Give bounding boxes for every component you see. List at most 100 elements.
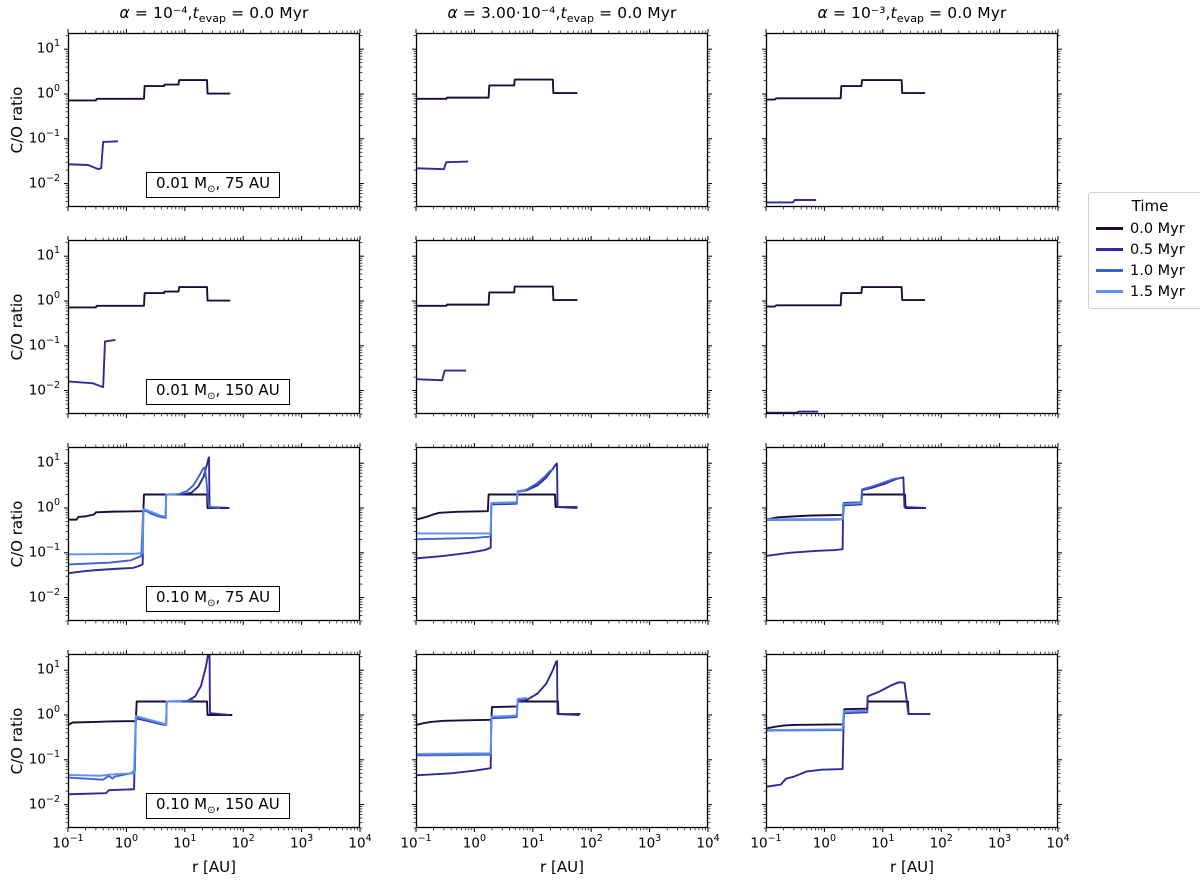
plot-canvas: [762, 650, 1062, 832]
series-line-0.5-Myr: [68, 339, 116, 388]
x-tick-label: 102: [231, 833, 255, 852]
panel-r1c3: [762, 29, 1062, 211]
x-tick-label: 102: [579, 833, 603, 852]
legend-entry: 1.5 Myr: [1096, 281, 1200, 302]
series-line-1.5-Myr: [416, 697, 528, 755]
series-line-1.0-Myr: [68, 699, 194, 781]
plot-canvas: [762, 443, 1062, 625]
series-line-0.0-Myr: [416, 285, 578, 307]
x-tick-label: 10−1: [52, 833, 84, 852]
series-line-1.5-Myr: [68, 493, 176, 556]
row-label-box: 0.10 M⊙, 75 AU: [146, 586, 281, 612]
col-title-alpha-1e-3: α = 10⁻³,tevap = 0.0 Myr: [817, 4, 1007, 26]
series-line-0.5-Myr: [766, 199, 817, 204]
series-line-1.5-Myr: [766, 709, 868, 732]
y-tick-label: 10−2: [28, 586, 60, 606]
x-tick-label: 103: [987, 833, 1012, 852]
legend-line-swatch: [1096, 248, 1123, 251]
series-line-0.5-Myr: [766, 681, 930, 788]
series-line-1.0-Myr: [416, 468, 554, 541]
series-line-0.0-Myr: [766, 700, 931, 730]
plot-canvas: [412, 236, 712, 418]
panel-r3c2: [412, 443, 712, 625]
plot-canvas: [412, 29, 712, 211]
x-tick-label: 101: [871, 833, 895, 852]
series-line-0.0-Myr: [766, 493, 927, 521]
legend-entry: 0.5 Myr: [1096, 239, 1200, 260]
title-alpha-symbol: α: [817, 4, 828, 22]
series-line-0.0-Myr: [68, 286, 231, 309]
plot-canvas: [64, 650, 364, 832]
x-axis-label: r [AU]: [540, 858, 584, 876]
y-tick-label: 10−1: [28, 541, 60, 561]
series-line-0.0-Myr: [416, 700, 581, 726]
panel-r2c2: [412, 236, 712, 418]
y-tick-label: 101: [36, 452, 60, 471]
series-line-1.0-Myr: [68, 466, 221, 566]
series-line-0.5-Myr: [416, 660, 580, 777]
legend-entry: 0.0 Myr: [1096, 218, 1200, 239]
plot-canvas: [64, 29, 364, 211]
x-tick-label: 104: [1046, 833, 1070, 852]
legend-line-swatch: [1096, 290, 1123, 293]
series-line-0.0-Myr: [416, 78, 578, 100]
series-line-1.0-Myr: [766, 477, 901, 521]
title-alpha-symbol: α: [447, 4, 458, 22]
x-tick-label: 104: [696, 833, 720, 852]
y-tick-label: 10−2: [28, 379, 60, 399]
x-tick-label: 101: [173, 833, 197, 852]
panel-r3c3: [762, 443, 1062, 625]
panel-r4c1: 0.10 M⊙, 150 AU: [64, 650, 364, 832]
plot-canvas: [762, 236, 1062, 418]
y-tick-label: 10−2: [28, 172, 60, 192]
title-alpha-symbol: α: [119, 4, 130, 22]
x-tick-label: 104: [348, 833, 372, 852]
y-tick-label: 10−1: [28, 334, 60, 354]
plot-canvas: [64, 443, 364, 625]
panel-r2c3: [762, 236, 1062, 418]
panel-r2c1: 0.01 M⊙, 150 AU: [64, 236, 364, 418]
series-line-0.5-Myr: [766, 410, 819, 414]
panel-r1c1: 0.01 M⊙, 75 AU: [64, 29, 364, 211]
series-line-1.5-Myr: [416, 489, 526, 535]
series-line-0.5-Myr: [416, 369, 467, 382]
x-tick-label: 103: [289, 833, 314, 852]
plot-canvas: [762, 29, 1062, 211]
panel-r1c2: [412, 29, 712, 211]
series-line-0.0-Myr: [766, 286, 926, 308]
legend: Time 0.0 Myr 0.5 Myr 1.0 Myr 1.5 Myr: [1088, 192, 1200, 309]
legend-entry: 1.0 Myr: [1096, 260, 1200, 281]
x-axis-label: r [AU]: [192, 858, 236, 876]
y-tick-label: 100: [36, 496, 60, 516]
x-tick-label: 101: [521, 833, 545, 852]
plot-canvas: [64, 236, 364, 418]
y-tick-label: 10−1: [28, 748, 60, 768]
x-tick-label: 100: [462, 833, 487, 852]
row-label-box: 0.10 M⊙, 150 AU: [146, 793, 290, 819]
plot-canvas: [412, 443, 712, 625]
legend-title: Time: [1131, 197, 1169, 215]
y-tick-label: 100: [36, 703, 60, 723]
col-title-alpha-1e-4: α = 10⁻⁴,tevap = 0.0 Myr: [119, 4, 309, 26]
plot-canvas: [412, 650, 712, 832]
x-axis-label: r [AU]: [890, 858, 934, 876]
x-tick-label: 10−1: [400, 833, 432, 852]
y-tick-label: 10−1: [28, 127, 60, 147]
x-tick-label: 10−1: [750, 833, 782, 852]
y-tick-label: 100: [36, 82, 60, 102]
series-line-0.0-Myr: [68, 493, 230, 521]
row-label-box: 0.01 M⊙, 150 AU: [146, 379, 290, 405]
series-line-0.0-Myr: [416, 493, 578, 521]
col-title-alpha-3e-4: α = 3.00·10⁻⁴,tevap = 0.0 Myr: [447, 4, 677, 26]
x-tick-label: 103: [637, 833, 662, 852]
y-tick-label: 101: [36, 245, 60, 264]
series-line-0.0-Myr: [68, 79, 231, 102]
panel-r4c3: [762, 650, 1062, 832]
y-tick-label: 101: [36, 659, 60, 678]
panel-r4c2: [412, 650, 712, 832]
legend-line-swatch: [1096, 227, 1123, 230]
series-line-0.5-Myr: [68, 140, 119, 171]
series-line-0.0-Myr: [766, 79, 926, 101]
x-tick-label: 100: [812, 833, 837, 852]
